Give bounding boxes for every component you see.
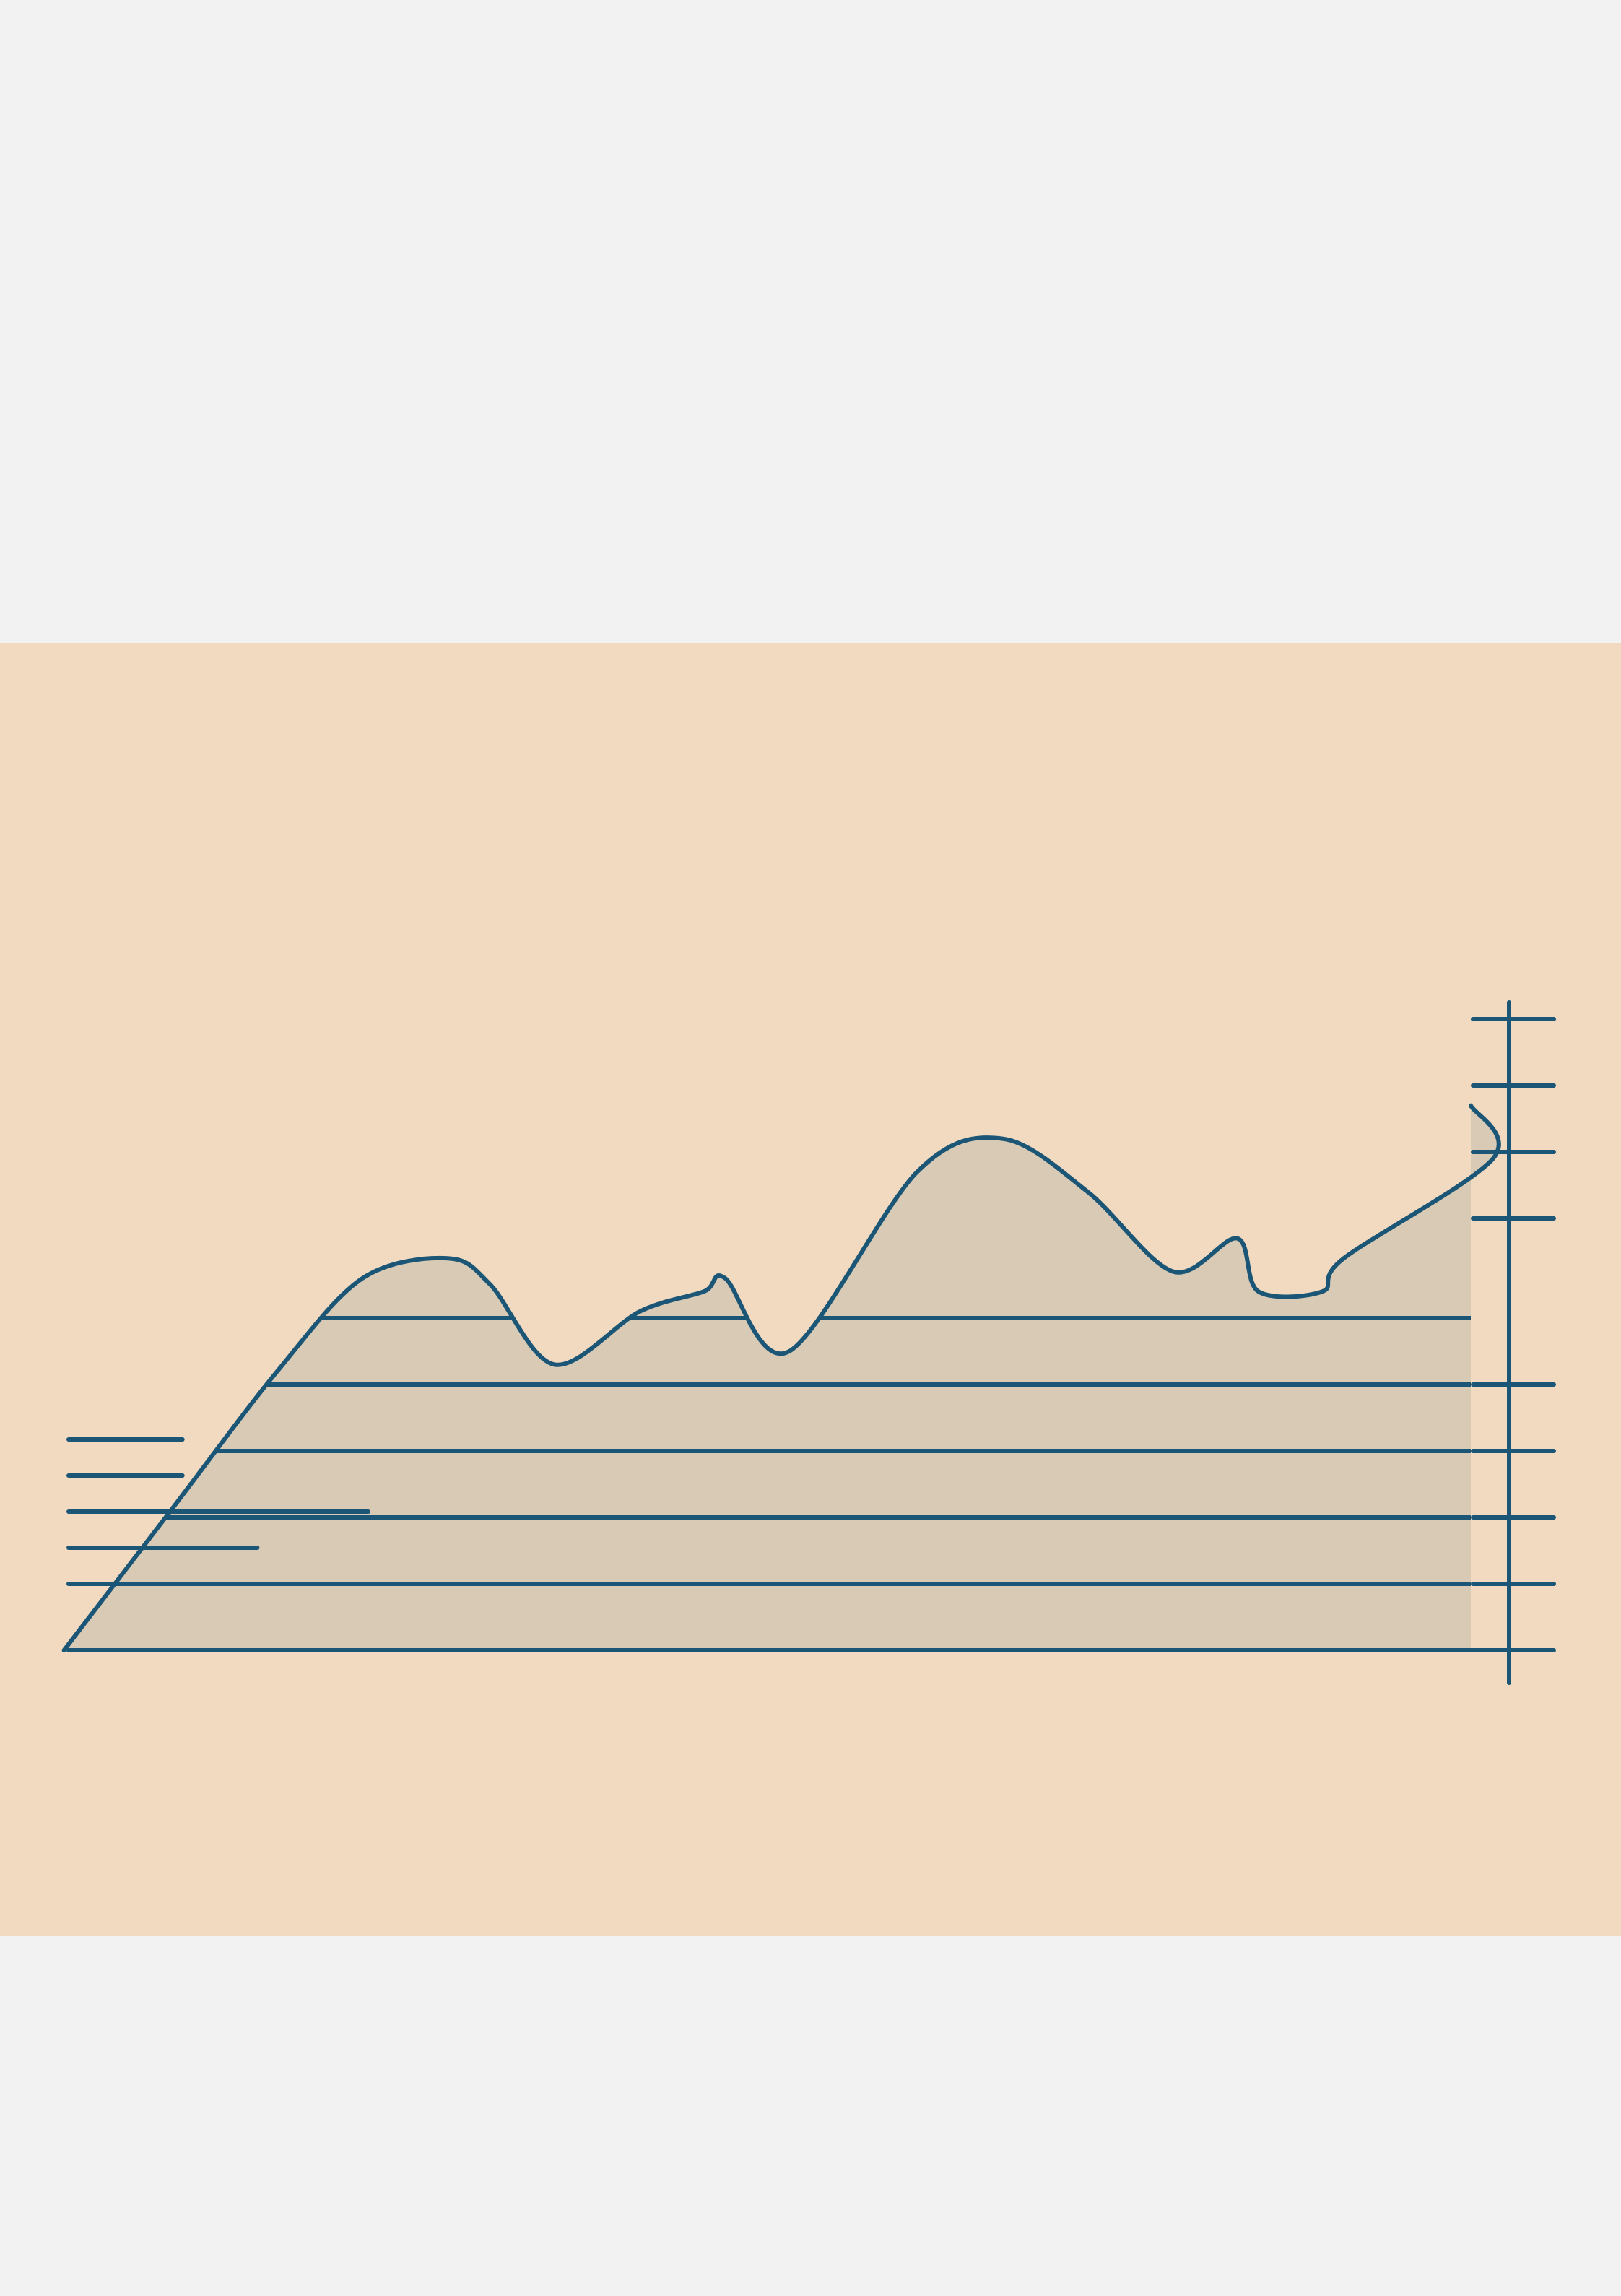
area-layer (64, 1105, 1499, 1650)
series-line-layer (61, 1103, 1501, 1652)
legend (66, 1437, 370, 1586)
area-fill (64, 1105, 1499, 1650)
chart-panel (0, 643, 1621, 1936)
series-line (61, 1103, 1501, 1652)
area-chart (61, 1000, 1556, 1685)
axes (66, 1000, 1556, 1685)
